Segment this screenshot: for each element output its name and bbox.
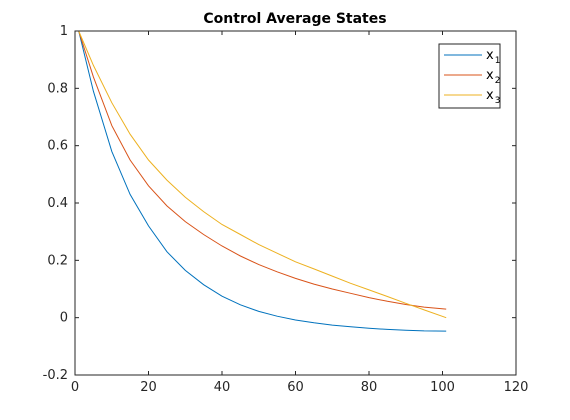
y-tick-label: 1 bbox=[60, 24, 68, 39]
x-tick-label: 120 bbox=[504, 380, 529, 395]
y-tick-label: 0.2 bbox=[47, 253, 68, 268]
legend-label-x2: x2 bbox=[486, 68, 500, 86]
series-line-x1 bbox=[78, 30, 447, 332]
x-tick-label: 40 bbox=[214, 380, 231, 395]
legend-label-x1: x1 bbox=[486, 48, 500, 66]
x-tick-label: 20 bbox=[140, 380, 157, 395]
legend-label-subscript: 3 bbox=[495, 96, 501, 106]
legend-label-subscript: 1 bbox=[495, 56, 501, 66]
x-tick-label: 80 bbox=[361, 380, 378, 395]
x-tick-label: 60 bbox=[287, 380, 304, 395]
chart-title: Control Average States bbox=[203, 11, 386, 27]
series-layer bbox=[78, 30, 447, 332]
y-tick-label: -0.2 bbox=[43, 368, 68, 383]
legend-label-base: x bbox=[486, 68, 494, 83]
y-tick-label: 0.4 bbox=[47, 196, 68, 211]
ticks-layer: 0 20 40 60 80 100 120-0.200.20.40.60.81 bbox=[43, 24, 529, 395]
y-tick-label: 0 bbox=[60, 311, 68, 326]
legend-label-base: x bbox=[486, 88, 494, 103]
x-tick-label: 100 bbox=[430, 380, 455, 395]
y-tick-label: 0.8 bbox=[47, 81, 68, 96]
legend-label-subscript: 2 bbox=[495, 76, 501, 86]
legend-label-base: x bbox=[486, 48, 494, 63]
x-tick-label: 0 bbox=[71, 380, 79, 395]
series-line-x3 bbox=[78, 30, 447, 319]
y-tick-label: 0.6 bbox=[47, 139, 68, 154]
legend-label-x3: x3 bbox=[486, 88, 500, 106]
series-line-x2 bbox=[78, 30, 447, 310]
